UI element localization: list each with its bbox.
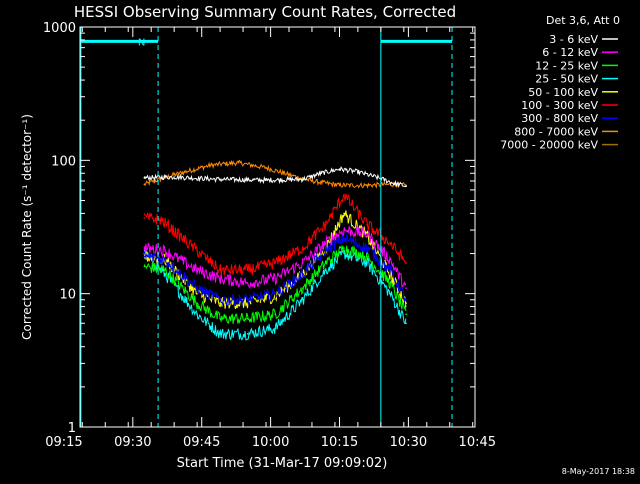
series-7-line [143,159,407,189]
x-tick-label: 10:45 [459,435,496,450]
series-0 [143,165,407,189]
legend-label: 12 - 25 keV [535,59,598,72]
y-tick-label: 10 [59,288,76,303]
x-tick-label: 10:00 [252,435,289,450]
x-tick-label: 09:15 [45,435,82,450]
annotation-label: N [138,37,145,48]
legend-label: 100 - 300 keV [521,99,598,112]
series-3-line [143,249,407,341]
series-6-point [143,255,146,258]
x-tick-label: 09:30 [114,435,151,450]
series-1-point [366,233,368,235]
timestamp: 8-May-2017 18:38 [562,467,635,476]
x-tick-label: 10:30 [390,435,427,450]
series-2-point [343,247,345,249]
series-3-point [246,333,249,335]
series-1 [143,225,407,289]
legend-label: 3 - 6 keV [549,33,598,46]
legend-header: Det 3,6, Att 0 [546,14,620,27]
series-5-line [143,193,407,276]
series-1-point [405,287,407,289]
series-1-line [143,225,407,289]
y-tick-label: 1000 [43,21,76,36]
x-tick-label: 09:45 [183,435,220,450]
legend-label: 25 - 50 keV [535,73,598,86]
series-0-point [173,176,175,178]
x-tick-label: 10:15 [321,435,358,450]
legend-label: 800 - 7000 keV [514,125,598,138]
chart-title: HESSI Observing Summary Count Rates, Cor… [74,3,456,21]
series-layer [143,159,407,341]
series-7 [143,159,407,189]
series-5-point [143,217,146,219]
series-2-line [143,245,407,325]
legend-label: 300 - 800 keV [521,112,598,125]
axes-layer: 1 10 100 1000 09:15 09:30 09:45 10:00 10:15 10:30… [43,21,496,450]
y-axis-label: Corrected Count Rate (s⁻¹ detector⁻¹) [20,114,34,340]
series-7-point [237,161,240,164]
legend-label: 6 - 12 keV [542,46,598,59]
series-5 [143,193,407,276]
x-axis-label: Start Time (31-Mar-17 09:09:02) [177,456,388,471]
plot-frame [79,26,476,428]
series-6 [143,234,407,307]
series-0-line [143,165,406,189]
y-tick-label: 1 [68,421,76,436]
series-3 [143,249,407,341]
legend-label: 50 - 100 keV [528,86,598,99]
markers-layer: N [80,27,453,427]
series-6-line [143,234,407,307]
legend-label: 7000 - 20000 keV [500,139,598,152]
y-tick-label: 100 [51,154,76,169]
series-2 [143,245,407,325]
series-2-point [405,313,407,316]
